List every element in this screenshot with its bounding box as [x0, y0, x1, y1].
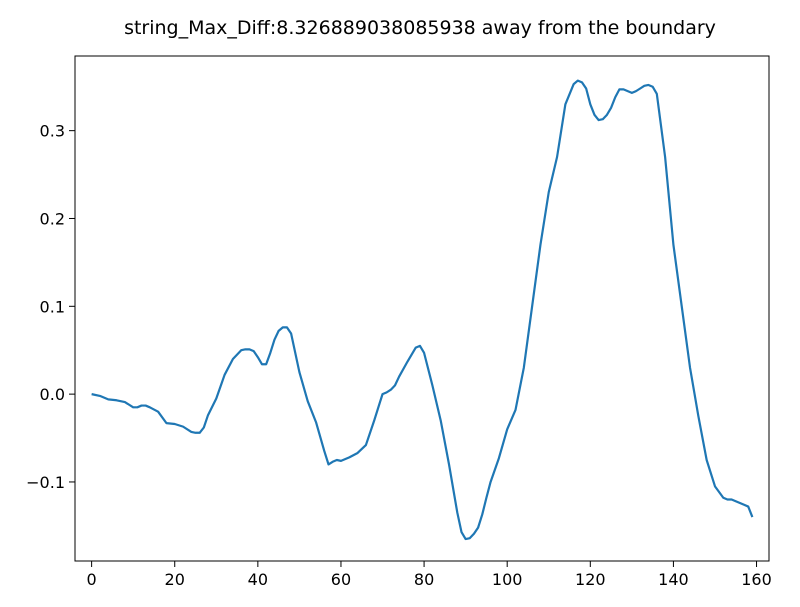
x-tick-label: 0 — [87, 570, 97, 589]
chart-title: string_Max_Diff:8.326889038085938 away f… — [124, 17, 716, 39]
series-line — [91, 79, 754, 541]
y-tick-label: 0.3 — [40, 122, 65, 141]
plot-frame — [74, 55, 770, 562]
x-tick-label: 40 — [248, 570, 268, 589]
x-axis: 0 20 40 60 80 100 120 140 160 — [87, 561, 772, 589]
x-tick-label: 20 — [165, 570, 185, 589]
y-tick-label: 0.2 — [40, 209, 65, 228]
x-tick-label: 100 — [492, 570, 523, 589]
x-tick-label: 160 — [741, 570, 772, 589]
y-tick-label: 0.1 — [40, 297, 65, 316]
x-tick-label: 60 — [331, 570, 351, 589]
x-tick-label: 140 — [658, 570, 689, 589]
x-tick-label: 80 — [414, 570, 434, 589]
y-tick-label: 0.0 — [40, 385, 65, 404]
y-axis: −0.1 0.0 0.1 0.2 0.3 — [26, 122, 75, 492]
x-tick-label: 120 — [575, 570, 606, 589]
y-tick-label: −0.1 — [26, 473, 65, 492]
